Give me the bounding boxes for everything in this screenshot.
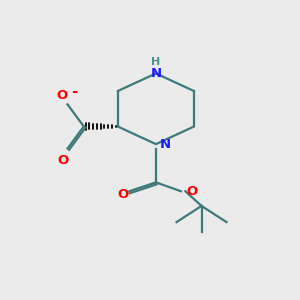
Text: O: O [186, 185, 197, 198]
Text: O: O [117, 188, 128, 201]
Text: N: N [150, 67, 161, 80]
Text: H: H [151, 57, 160, 67]
Text: N: N [159, 138, 170, 151]
Text: -: - [71, 84, 77, 99]
Text: O: O [58, 154, 69, 167]
Text: O: O [57, 89, 68, 102]
